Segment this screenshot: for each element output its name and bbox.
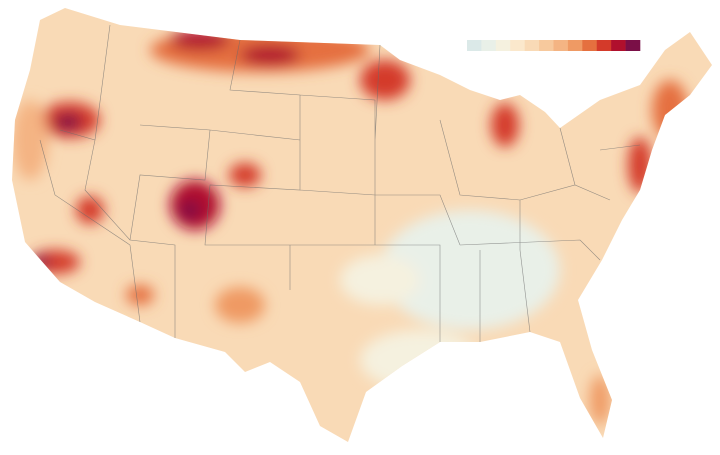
hotspot — [240, 45, 300, 65]
cool-region — [360, 330, 480, 390]
hotspot — [229, 163, 261, 187]
legend-swatch — [524, 40, 540, 51]
legend — [467, 40, 641, 51]
legend-swatch — [625, 40, 641, 51]
hotspot — [628, 137, 652, 193]
legend-swatch — [567, 40, 583, 51]
hotspot — [54, 114, 82, 130]
hotspot — [30, 250, 80, 274]
hotspot — [491, 103, 519, 147]
hotspot — [126, 285, 154, 305]
hotspot — [180, 201, 200, 219]
legend-swatch — [582, 40, 598, 51]
legend-swatch — [553, 40, 569, 51]
hotspot — [215, 287, 265, 323]
legend-swatch — [495, 40, 511, 51]
legend-swatch — [481, 40, 497, 51]
hotspot — [170, 30, 230, 50]
hotspot — [590, 375, 610, 425]
hotspot — [360, 60, 410, 100]
hotspot — [30, 256, 50, 268]
cool-region — [340, 255, 420, 305]
legend-swatch — [611, 40, 626, 51]
legend-swatch — [510, 40, 525, 51]
cool-region — [380, 210, 560, 330]
legend-swatch — [467, 40, 482, 51]
hotspot — [12, 100, 48, 180]
legend-swatch — [596, 40, 612, 51]
hotspot — [652, 80, 688, 140]
hotspot — [76, 196, 104, 224]
legend-swatch — [539, 40, 554, 51]
state-borders — [39, 24, 641, 342]
